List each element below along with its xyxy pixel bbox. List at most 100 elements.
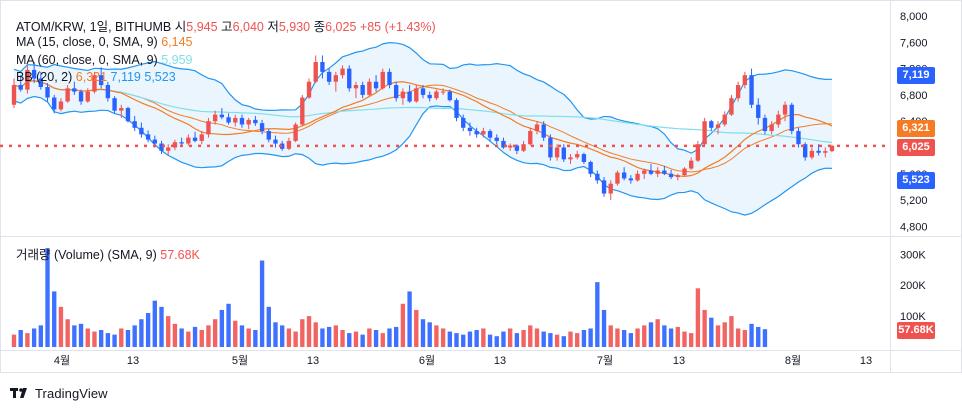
volume-bar — [333, 325, 339, 347]
volume-bar — [186, 331, 191, 347]
volume-bar — [132, 325, 137, 347]
high-label: 고 — [221, 20, 233, 34]
volume-bar — [52, 291, 57, 347]
candle-body — [648, 170, 654, 174]
candle-body — [320, 62, 325, 72]
candle-body — [166, 147, 171, 151]
volume-bar — [461, 334, 466, 347]
candle-body — [360, 85, 365, 95]
candle-body — [219, 114, 225, 118]
candle-body — [246, 119, 251, 125]
volume-bar — [481, 328, 486, 347]
candle-body — [735, 85, 741, 99]
volume-bar — [266, 306, 271, 347]
candle-body — [501, 140, 506, 148]
candle-body — [340, 68, 345, 76]
volume-bar — [575, 333, 580, 347]
candle-body — [52, 97, 57, 110]
volume-bar — [353, 331, 359, 347]
candle-body — [373, 81, 379, 89]
volume-bar — [668, 328, 674, 347]
volume-axis-label: 100K — [900, 311, 926, 323]
volume-bar — [85, 328, 90, 347]
volume-bar — [608, 325, 613, 347]
candle-body — [628, 178, 634, 181]
volume-bar — [394, 326, 399, 347]
candle-body — [159, 143, 164, 151]
bb-lower-value: 5,523 — [144, 70, 176, 84]
volume-bar — [588, 328, 593, 347]
price-pill-bb-lower: 5,523 — [897, 172, 935, 189]
volume-pill-last: 57.68K — [897, 322, 935, 339]
candle-body — [635, 173, 640, 181]
candle-body — [179, 142, 184, 144]
volume-bar — [179, 328, 184, 347]
volume-bar — [226, 303, 231, 347]
candle-body — [568, 157, 573, 160]
volume-bar — [159, 306, 164, 347]
change-value: +85 (+1.43%) — [359, 20, 436, 34]
volume-bar — [514, 333, 520, 347]
volume-bar — [112, 334, 117, 347]
volume-bar — [756, 326, 761, 347]
price-axis-label: 5,200 — [900, 195, 928, 207]
bb-lower-line — [13, 95, 833, 216]
volume-bar — [273, 322, 278, 347]
volume-bar — [58, 306, 64, 347]
candle-body — [186, 137, 191, 144]
candle-body — [300, 97, 305, 125]
candle-body — [803, 144, 808, 158]
volume-bar — [655, 319, 660, 347]
open-value: 5,945 — [186, 20, 218, 34]
candle-body — [45, 87, 50, 98]
candle-body — [199, 134, 204, 141]
volume-bar — [427, 322, 432, 347]
volume-bar — [300, 319, 305, 347]
candle-body — [494, 137, 499, 141]
candle-body — [367, 81, 372, 95]
volume-bar — [501, 331, 506, 347]
volume-bar — [521, 330, 526, 347]
candle-body — [306, 81, 312, 98]
close-value: 6,025 — [325, 20, 357, 34]
volume-bar — [212, 319, 218, 347]
volume-bar — [528, 325, 533, 347]
volume-bar — [709, 317, 714, 347]
legend-volume-row: 거래량 (Volume) (SMA, 9) 57.68K — [16, 244, 200, 263]
candle-body — [642, 170, 647, 174]
candle-body — [776, 114, 781, 125]
volume-bar — [541, 331, 546, 347]
candle-body — [11, 85, 17, 105]
footer-brand-text: TradingView — [35, 385, 108, 401]
candle-body — [823, 151, 828, 153]
volume-bar — [72, 325, 77, 347]
volume-axis-label: 300K — [900, 249, 926, 261]
volume-bar — [595, 282, 600, 347]
candle-body — [206, 121, 211, 135]
volume-bar — [360, 334, 365, 347]
candle-body — [554, 147, 560, 158]
volume-bar — [689, 333, 694, 347]
volume-bar — [367, 328, 372, 347]
candle-body — [65, 88, 70, 102]
candle-body — [92, 75, 97, 92]
time-axis-label: 6월 — [419, 354, 435, 367]
candle-body — [682, 168, 687, 176]
footer-brand[interactable]: TradingView — [10, 383, 108, 403]
candle-body — [132, 121, 137, 128]
candle-body — [192, 137, 198, 141]
candle-body — [715, 124, 721, 128]
candle-body — [689, 160, 694, 169]
volume-bar — [387, 328, 392, 347]
candle-body — [615, 172, 620, 184]
bb-upper-value: 7,119 — [110, 70, 141, 84]
candle-body — [695, 144, 701, 161]
volume-bar — [715, 325, 721, 347]
ma15-label: MA (15, close, 0, SMA, 9) — [16, 35, 158, 49]
volume-bar — [293, 331, 298, 347]
legend-symbol-row: ATOM/KRW, 1일, BITHUMB 시5,945 고6,040 저5,9… — [16, 16, 436, 35]
volume-bar — [635, 328, 640, 347]
candle-body — [742, 75, 748, 86]
price-axis-label: 7,600 — [900, 37, 928, 49]
